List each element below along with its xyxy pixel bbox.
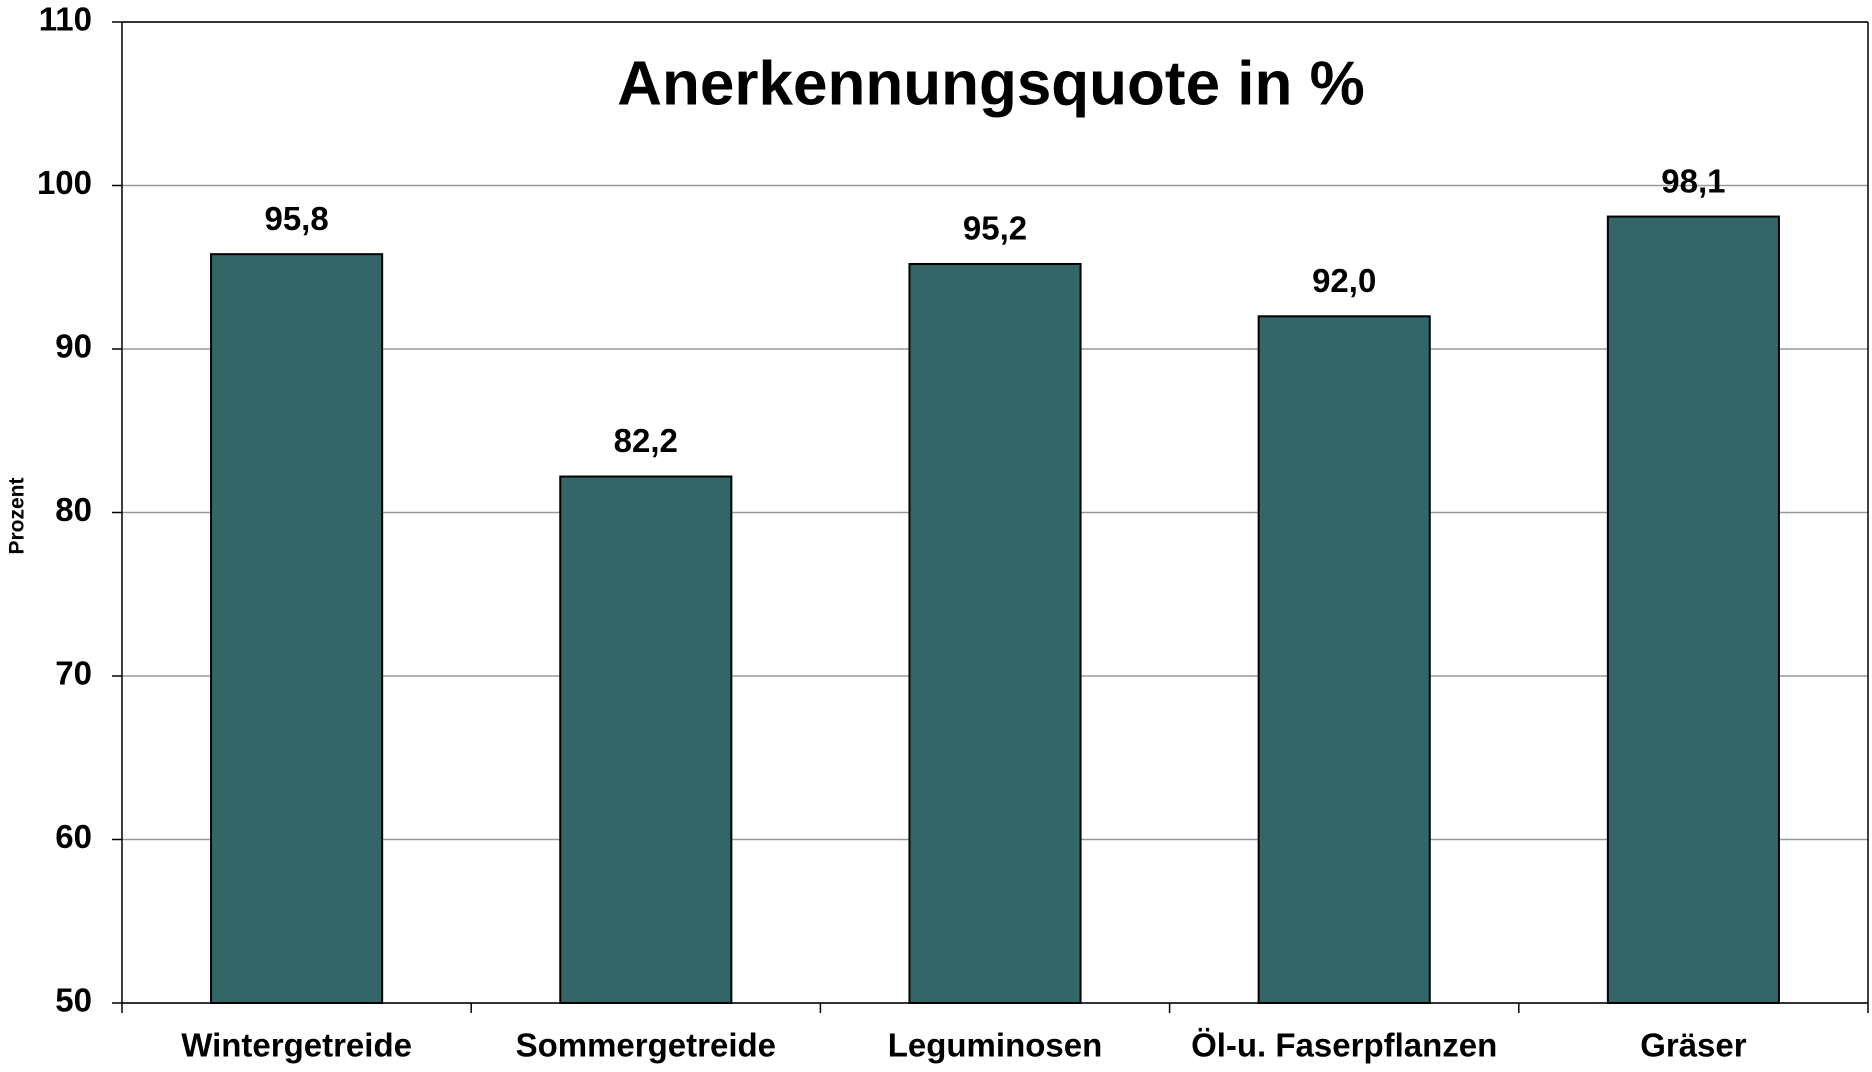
y-tick-label: 50 xyxy=(55,982,92,1019)
bar xyxy=(210,253,384,1005)
y-axis-label: Prozent xyxy=(6,477,29,554)
y-tick-label: 90 xyxy=(55,328,92,365)
value-label: 82,2 xyxy=(614,422,678,459)
bar xyxy=(1257,315,1431,1004)
x-tick-label: Wintergetreide xyxy=(181,1027,412,1064)
y-tick-label: 70 xyxy=(55,655,92,692)
value-label: 95,2 xyxy=(963,210,1027,247)
y-tick-label: 110 xyxy=(39,1,92,38)
x-tick-label: Sommergetreide xyxy=(516,1027,776,1064)
y-tick-label: 100 xyxy=(37,164,92,201)
x-tick-label: Öl-u. Faserpflanzen xyxy=(1191,1027,1497,1064)
x-tick-label: Gräser xyxy=(1640,1027,1747,1064)
y-tick-label: 80 xyxy=(55,491,92,528)
bar xyxy=(559,475,733,1004)
value-label: 98,1 xyxy=(1661,162,1725,199)
x-tick-label: Leguminosen xyxy=(888,1027,1103,1064)
y-tick-label: 60 xyxy=(55,818,92,855)
value-label: 95,8 xyxy=(264,200,328,237)
chart-title: Anerkennungsquote in % xyxy=(617,49,1364,118)
value-label: 92,0 xyxy=(1312,262,1376,299)
bar xyxy=(1606,215,1780,1004)
bar xyxy=(908,262,1082,1005)
